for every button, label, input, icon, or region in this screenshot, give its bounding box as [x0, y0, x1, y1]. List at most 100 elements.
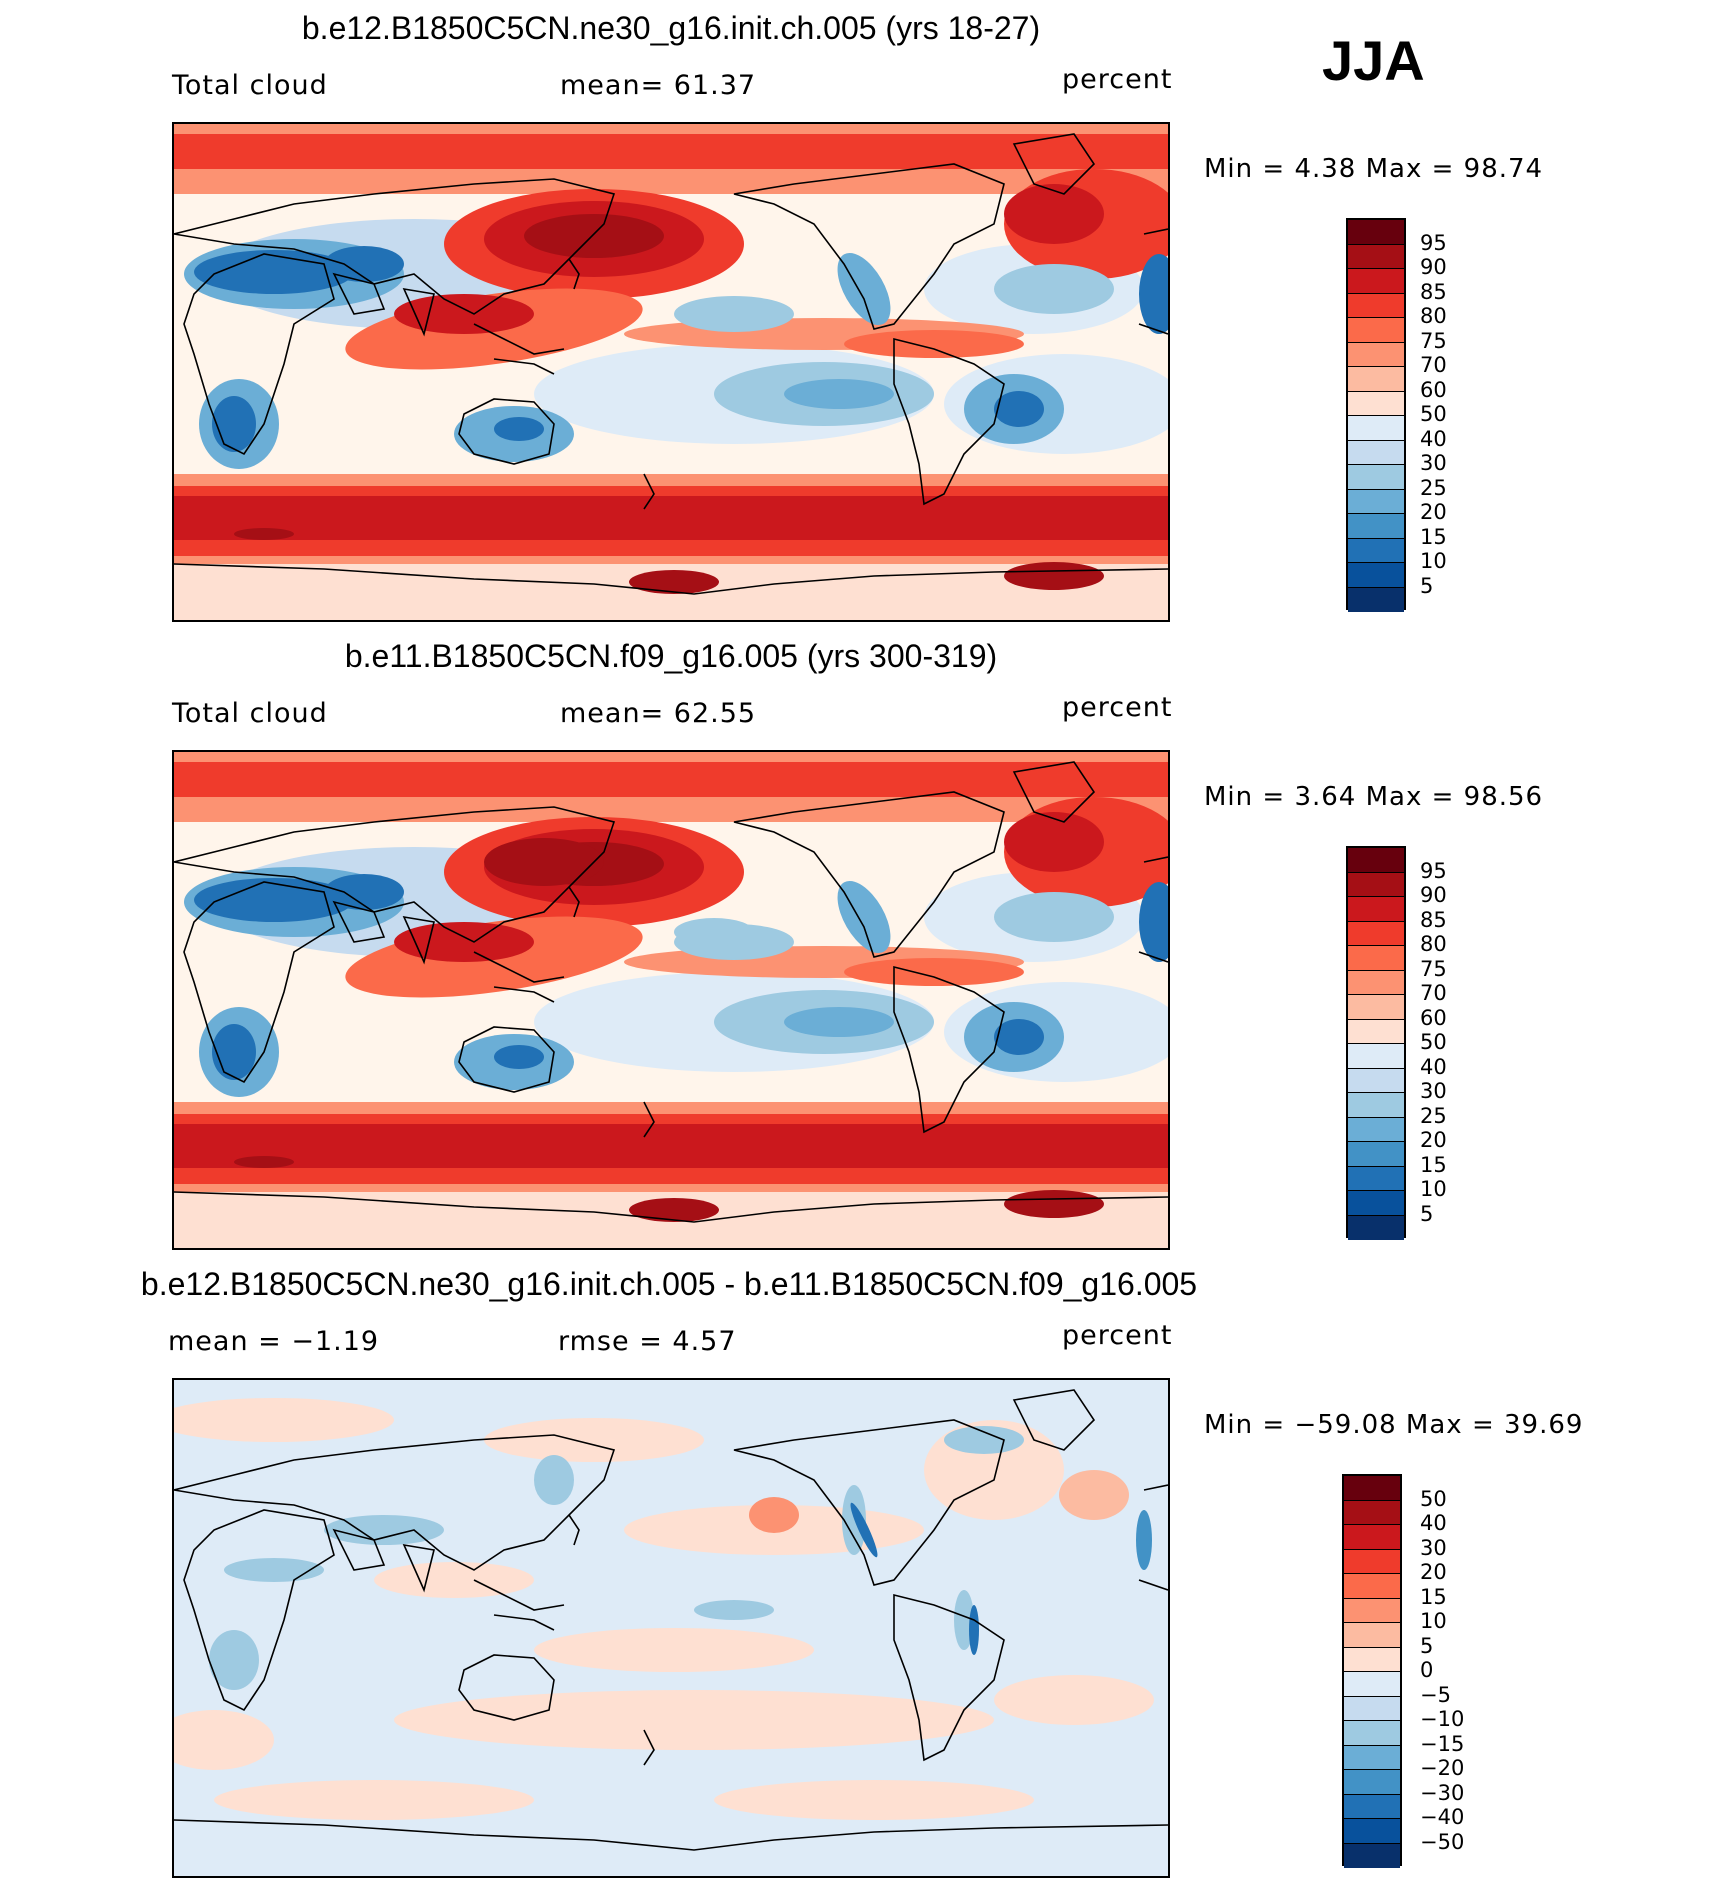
panel-2-units-label: percent — [1062, 692, 1173, 723]
colorbar-swatch — [1348, 465, 1404, 490]
colorbar-tick-label: 60 — [1420, 377, 1447, 402]
colorbar-tick-label: 80 — [1420, 304, 1447, 328]
colorbar-swatch — [1344, 1745, 1400, 1770]
colorbar-tick-label: 30 — [1420, 451, 1447, 475]
colorbar-tick-label: 85 — [1420, 279, 1447, 304]
colorbar-swatch — [1348, 489, 1404, 514]
colorbar-swatch — [1348, 1093, 1404, 1118]
colorbar-tick-label: 50 — [1420, 1030, 1447, 1054]
colorbar-tick-label: −5 — [1420, 1682, 1451, 1707]
colorbar-swatch — [1348, 970, 1404, 995]
colorbar-swatch — [1344, 1525, 1400, 1550]
panel-1-map — [172, 122, 1170, 622]
colorbar-swatch — [1348, 538, 1404, 563]
colorbar-tick-label: 95 — [1420, 230, 1447, 255]
colorbar-tick-label: 0 — [1420, 1658, 1434, 1682]
colorbar-swatch — [1348, 1019, 1404, 1044]
colorbar-swatch — [1348, 1166, 1404, 1191]
colorbar-tick-label: 60 — [1420, 1005, 1447, 1030]
colorbar-tick-label: 25 — [1420, 475, 1447, 500]
colorbar-swatch — [1348, 293, 1404, 318]
colorbar-swatch — [1348, 220, 1404, 245]
colorbar-tick-label: 50 — [1420, 1486, 1447, 1511]
colorbar-tick-label: 20 — [1420, 500, 1447, 524]
panel-1-variable-label: Total cloud — [172, 70, 328, 101]
colorbar-swatch — [1348, 848, 1404, 873]
panel-2-map — [172, 750, 1170, 1250]
panel-1-map-field — [174, 124, 1168, 620]
colorbar-tick-label: −30 — [1420, 1780, 1465, 1805]
colorbar-swatch — [1348, 587, 1404, 612]
colorbar-tick-label: 5 — [1420, 1201, 1434, 1226]
panel-1-mean-label: mean= 61.37 — [560, 70, 757, 101]
colorbar-swatch — [1348, 342, 1404, 367]
colorbar-swatch — [1348, 318, 1404, 343]
colorbar-tick-label: 85 — [1420, 907, 1447, 932]
colorbar-swatch — [1344, 1794, 1400, 1819]
panel-1-title: b.e12.B1850C5CN.ne30_g16.init.ch.005 (yr… — [301, 10, 1041, 46]
colorbar-tick-label: 5 — [1420, 573, 1434, 598]
panel-2-variable-label: Total cloud — [172, 698, 328, 729]
colorbar-tick-label: 10 — [1420, 1609, 1447, 1633]
panel-1-colorbar — [1346, 218, 1406, 612]
colorbar-tick-label: 15 — [1420, 1584, 1447, 1609]
panel-2-min-max: Min = 3.64 Max = 98.56 — [1204, 782, 1544, 812]
colorbar-swatch — [1344, 1476, 1400, 1501]
colorbar-swatch — [1344, 1574, 1400, 1599]
colorbar-tick-label: 30 — [1420, 1079, 1447, 1103]
panel-3-colorbar — [1342, 1474, 1402, 1868]
colorbar-swatch — [1348, 1068, 1404, 1093]
colorbar-swatch — [1344, 1623, 1400, 1648]
colorbar-tick-label: 20 — [1420, 1560, 1447, 1584]
panel-1-units-label: percent — [1062, 64, 1173, 95]
colorbar-tick-label: 90 — [1420, 883, 1447, 907]
colorbar-tick-label: 50 — [1420, 402, 1447, 426]
colorbar-tick-label: 15 — [1420, 1152, 1447, 1177]
panel-3-rmse-label: rmse = 4.57 — [558, 1326, 737, 1357]
colorbar-tick-label: 15 — [1420, 524, 1447, 549]
colorbar-swatch — [1348, 440, 1404, 465]
colorbar-tick-label: 10 — [1420, 549, 1447, 573]
colorbar-swatch — [1344, 1843, 1400, 1868]
colorbar-tick-label: 70 — [1420, 981, 1447, 1005]
panel-2-map-field — [174, 752, 1168, 1248]
panel-2-title: b.e11.B1850C5CN.f09_g16.005 (yrs 300-319… — [344, 638, 998, 674]
colorbar-swatch — [1348, 921, 1404, 946]
colorbar-swatch — [1344, 1549, 1400, 1574]
colorbar-swatch — [1348, 269, 1404, 294]
panel-3-units-label: percent — [1062, 1320, 1173, 1351]
colorbar-swatch — [1348, 995, 1404, 1020]
season-label: JJA — [1322, 29, 1425, 92]
colorbar-tick-label: 40 — [1420, 426, 1447, 451]
panel-2-colorbar — [1346, 846, 1406, 1240]
colorbar-swatch — [1348, 1117, 1404, 1142]
colorbar-tick-label: 95 — [1420, 858, 1447, 883]
colorbar-tick-label: −50 — [1420, 1829, 1465, 1854]
colorbar-tick-label: 90 — [1420, 255, 1447, 279]
colorbar-swatch — [1344, 1721, 1400, 1746]
colorbar-tick-label: 75 — [1420, 328, 1447, 353]
colorbar-tick-label: 10 — [1420, 1177, 1447, 1201]
colorbar-tick-label: 70 — [1420, 353, 1447, 377]
panel-3-min-max: Min = −59.08 Max = 39.69 — [1204, 1410, 1584, 1440]
colorbar-swatch — [1348, 1215, 1404, 1240]
colorbar-swatch — [1348, 244, 1404, 269]
colorbar-tick-label: 40 — [1420, 1054, 1447, 1079]
colorbar-swatch — [1344, 1696, 1400, 1721]
colorbar-tick-label: −10 — [1420, 1707, 1465, 1731]
panel-2-mean-label: mean= 62.55 — [560, 698, 757, 729]
panel-3-map-field — [174, 1380, 1168, 1876]
colorbar-swatch — [1344, 1819, 1400, 1844]
colorbar-swatch — [1348, 563, 1404, 588]
colorbar-swatch — [1344, 1500, 1400, 1525]
colorbar-tick-label: 20 — [1420, 1128, 1447, 1152]
colorbar-tick-label: 5 — [1420, 1633, 1434, 1658]
colorbar-swatch — [1344, 1770, 1400, 1795]
colorbar-swatch — [1348, 367, 1404, 392]
colorbar-tick-label: 30 — [1420, 1535, 1447, 1560]
panel-3-mean-label: mean = −1.19 — [168, 1326, 380, 1357]
colorbar-swatch — [1344, 1672, 1400, 1697]
colorbar-swatch — [1348, 416, 1404, 441]
colorbar-tick-label: −20 — [1420, 1756, 1465, 1780]
colorbar-swatch — [1348, 1044, 1404, 1069]
